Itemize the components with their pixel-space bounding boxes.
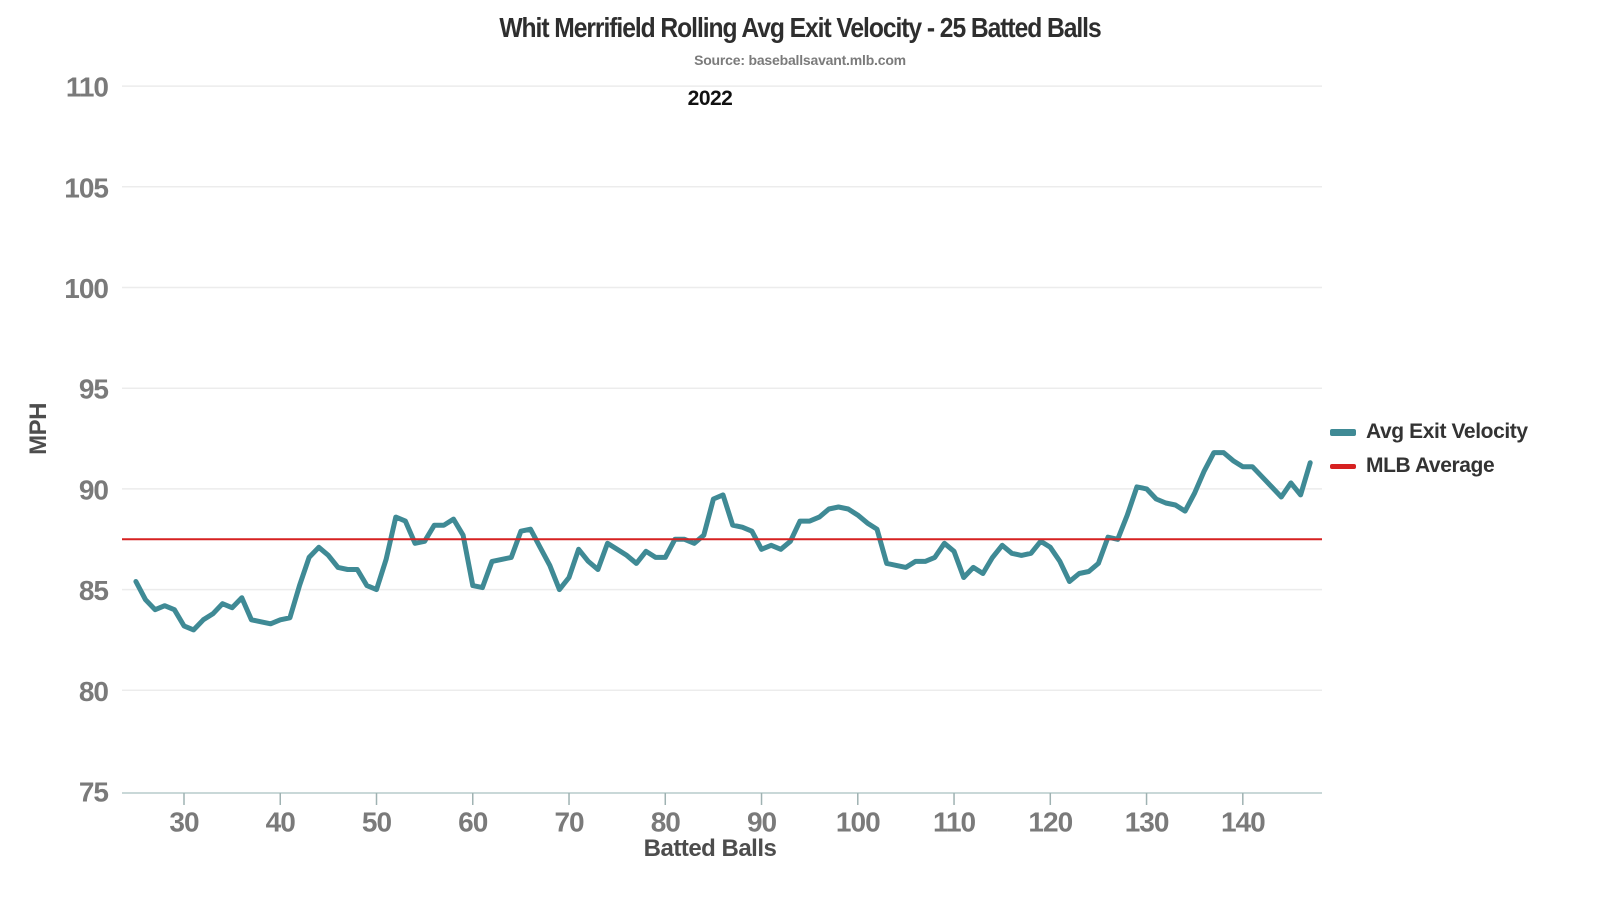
chart-subtitle: Source: baseballsavant.mlb.com <box>694 52 906 68</box>
legend-item-mlb-average: MLB Average <box>1330 449 1528 483</box>
y-tick-label: 75 <box>79 777 109 808</box>
x-tick-label: 60 <box>458 807 488 838</box>
x-tick-label: 50 <box>362 807 392 838</box>
y-tick-label: 100 <box>64 273 108 304</box>
y-tick-label: 85 <box>79 575 109 606</box>
legend-line-swatch-red <box>1330 463 1356 469</box>
x-tick-label: 110 <box>933 807 976 838</box>
chart-title: Whit Merrifield Rolling Avg Exit Velocit… <box>499 12 1101 43</box>
y-tick-label: 105 <box>64 172 108 203</box>
y-axis-label: MPH <box>25 403 52 455</box>
x-tick-label: 80 <box>651 807 681 838</box>
legend-item-avg-exit-velocity: Avg Exit Velocity <box>1330 415 1528 449</box>
legend-label: Avg Exit Velocity <box>1366 420 1528 443</box>
x-tick-label: 30 <box>169 807 199 838</box>
x-tick-label: 100 <box>836 807 880 838</box>
x-tick-label: 40 <box>266 807 296 838</box>
y-tick-label: 95 <box>79 374 109 405</box>
year-annotation: 2022 <box>687 87 733 110</box>
legend-line-swatch-teal <box>1330 428 1356 436</box>
avg-exit-velocity-line <box>133 450 1313 633</box>
x-tick-label: 70 <box>554 807 584 838</box>
y-tick-label: 90 <box>79 474 109 505</box>
legend: Avg Exit Velocity MLB Average <box>1330 415 1528 483</box>
x-tick-label: 140 <box>1221 807 1265 838</box>
x-tick-label: 90 <box>747 807 777 838</box>
x-axis-label: Batted Balls <box>643 835 777 862</box>
y-tick-label: 110 <box>66 72 109 103</box>
y-tick-label: 80 <box>79 676 109 707</box>
x-tick-label: 130 <box>1125 807 1169 838</box>
legend-label: MLB Average <box>1366 454 1495 477</box>
x-tick-label: 120 <box>1028 807 1072 838</box>
